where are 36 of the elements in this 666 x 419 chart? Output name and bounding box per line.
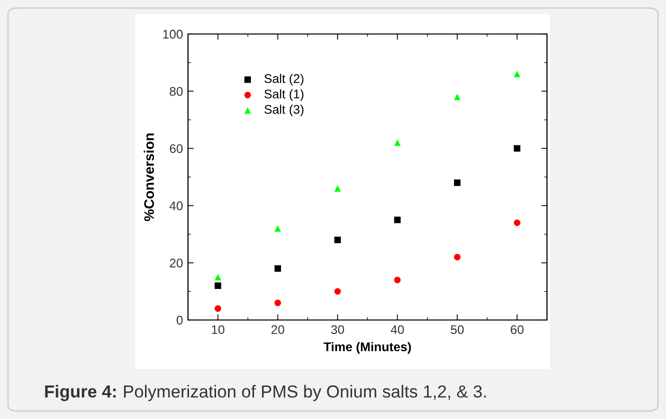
point [514, 70, 520, 78]
point [274, 300, 282, 306]
y-tick-label: 60 [170, 144, 183, 154]
point [454, 94, 461, 100]
caption: Figure 4: Polymerization of PMS by Onium salts 1,2, & 3. [45, 384, 486, 402]
y-tick-label: 80 [170, 87, 183, 96]
point [214, 305, 222, 312]
y-tick-label: 0 [176, 316, 183, 325]
y-axis-title: %Conversion [144, 133, 154, 222]
x-tick-label: 10 [212, 325, 224, 334]
point [454, 179, 461, 186]
point [214, 282, 222, 289]
y-tick-label: 40 [170, 201, 183, 210]
x-axis-title: Time (Minutes) [324, 342, 411, 354]
x-tick-label: 50 [450, 325, 464, 334]
point [514, 145, 520, 152]
x-tick-label: 30 [331, 325, 344, 334]
point [274, 265, 282, 272]
y-tick-label: 20 [170, 258, 183, 268]
point [394, 216, 401, 224]
point [394, 276, 401, 284]
x-tick-label: 20 [271, 325, 284, 334]
x-tick-label: 40 [390, 325, 404, 334]
point [394, 139, 401, 146]
x-tick-label: 60 [510, 325, 524, 334]
legend-label: Salt (1) [264, 89, 304, 101]
legend-label: Salt (3) [264, 104, 304, 116]
point [334, 236, 341, 244]
y-tick-label: 100 [163, 30, 183, 39]
point [214, 274, 222, 280]
legend-label: Salt (2) [264, 74, 304, 86]
point [334, 288, 341, 295]
point [514, 220, 520, 226]
point [454, 254, 461, 260]
point [334, 185, 341, 192]
point [274, 225, 282, 232]
